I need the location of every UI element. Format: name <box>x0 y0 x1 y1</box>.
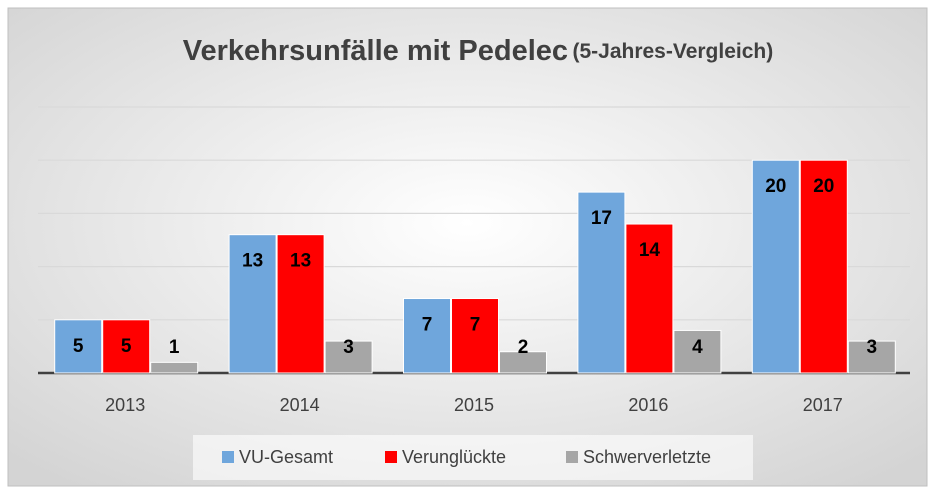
data-label: 13 <box>290 251 311 272</box>
bar <box>102 319 151 374</box>
bar <box>847 340 896 374</box>
legend-label: Verunglückte <box>402 447 506 467</box>
data-label: 7 <box>470 315 481 336</box>
bar <box>625 223 674 374</box>
bar <box>451 298 499 374</box>
title: Verkehrsunfälle mit Pedelec <box>183 35 568 67</box>
x-tick-label: 2016 <box>628 395 668 415</box>
data-label: 20 <box>765 176 786 197</box>
bar <box>799 159 848 374</box>
data-label: 2 <box>518 337 529 358</box>
bar <box>228 234 277 374</box>
legend-box <box>193 435 753 480</box>
legend-swatch <box>566 451 578 463</box>
legend-label: Schwerverletzte <box>583 447 711 467</box>
data-label: 14 <box>639 240 661 261</box>
bar <box>577 191 626 374</box>
legend-swatch <box>385 451 397 463</box>
bar <box>324 340 373 374</box>
legend-swatch <box>222 451 234 463</box>
data-label: 1 <box>169 337 180 358</box>
data-label: 13 <box>242 251 263 272</box>
bar <box>751 159 800 374</box>
x-tick-label: 2017 <box>803 395 843 415</box>
bar <box>54 319 103 374</box>
bar <box>403 298 451 374</box>
data-label: 3 <box>867 337 878 358</box>
x-tick-label: 2013 <box>105 395 145 415</box>
bar <box>150 361 199 374</box>
bar <box>673 329 722 374</box>
chart-title: Verkehrsunfälle mit Pedelec (5-Jahres-Ve… <box>183 35 773 67</box>
x-tick-label: 2014 <box>280 395 320 415</box>
data-label: 20 <box>813 176 834 197</box>
data-label: 3 <box>343 337 354 358</box>
data-label: 4 <box>692 337 703 358</box>
legend-label: VU-Gesamt <box>239 447 333 467</box>
subtitle: (5-Jahres-Vergleich) <box>572 40 773 63</box>
data-label: 5 <box>73 336 84 357</box>
data-label: 7 <box>422 315 433 336</box>
data-label: 17 <box>591 208 612 229</box>
x-tick-label: 2015 <box>454 395 494 415</box>
bar <box>276 234 325 374</box>
bar <box>499 351 547 374</box>
data-label: 5 <box>121 336 132 357</box>
